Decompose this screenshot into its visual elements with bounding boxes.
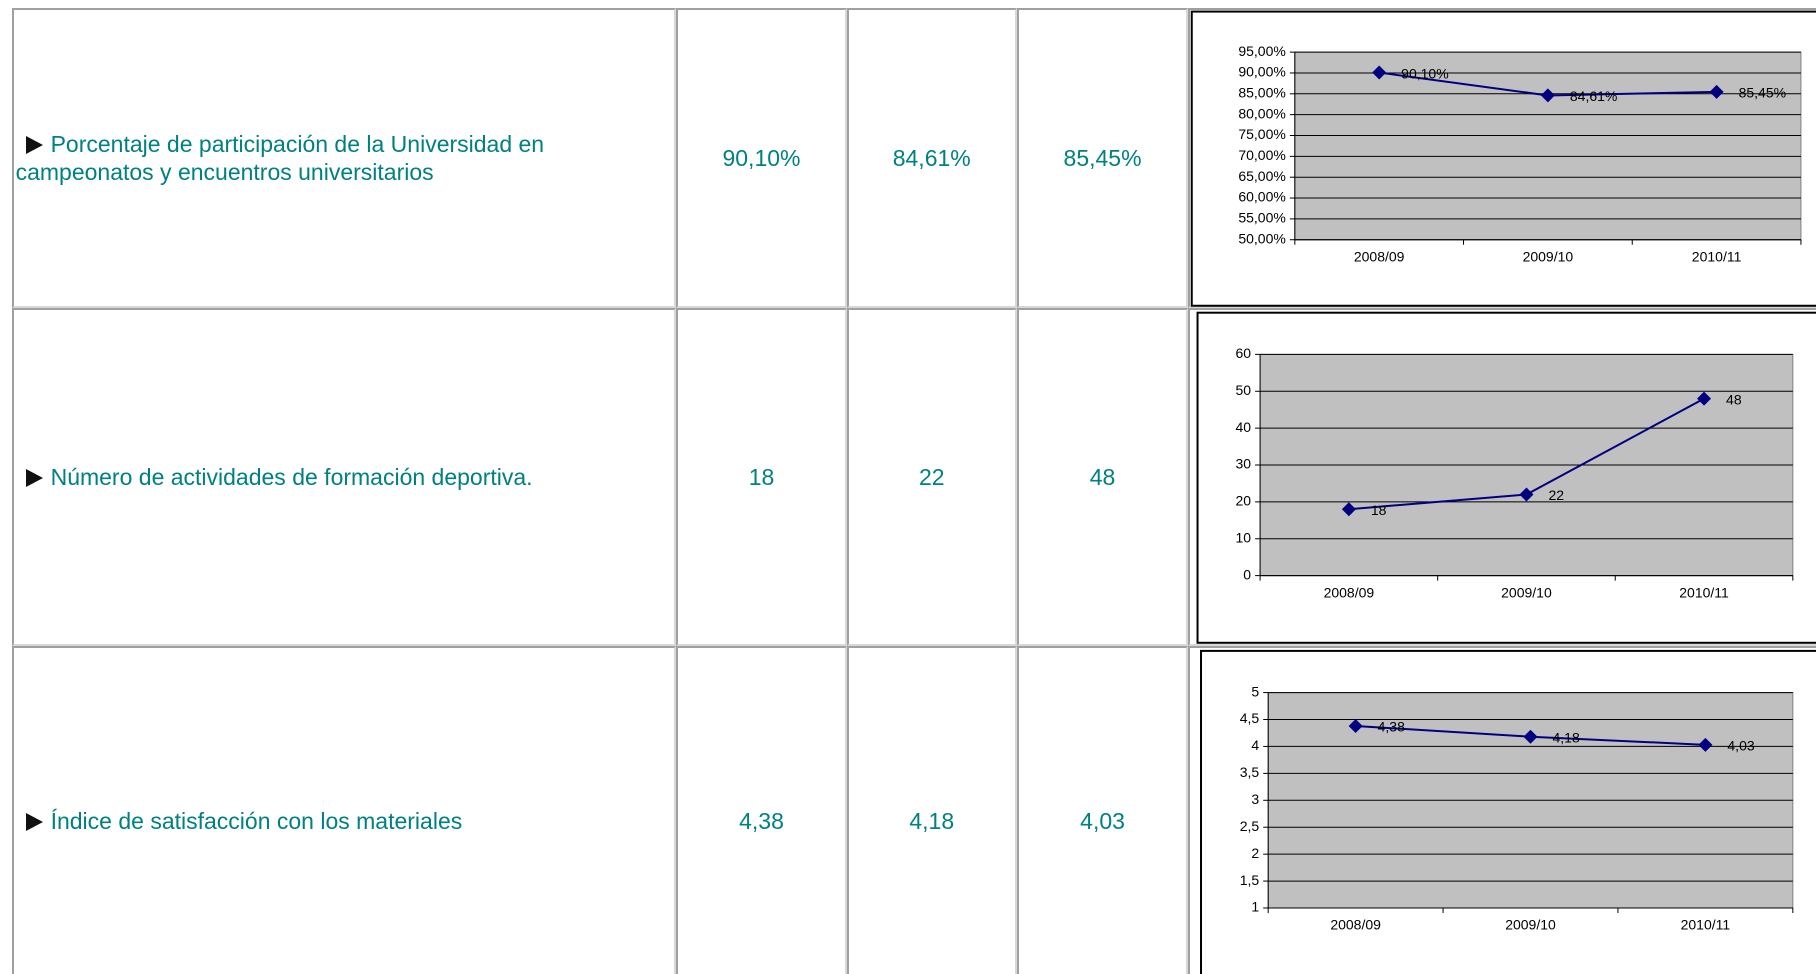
x-tick-label: 2009/10 — [1505, 917, 1556, 933]
data-point — [1372, 65, 1387, 80]
value-cell: 4,18 — [846, 646, 1017, 974]
y-tick-label: 50,00% — [1238, 230, 1285, 246]
y-tick-label: 1 — [1251, 899, 1259, 915]
data-point — [1698, 737, 1713, 752]
value-cell: 22 — [846, 308, 1017, 647]
y-tick-label: 80,00% — [1238, 105, 1285, 121]
value-text: 22 — [918, 463, 945, 490]
data-label: 84,61% — [1570, 88, 1617, 104]
data-point — [1697, 391, 1712, 406]
plot-area — [1294, 51, 1802, 241]
x-tick-label: 2008/09 — [1354, 248, 1405, 264]
y-tick-label: 60 — [1236, 345, 1252, 361]
bullet-icon — [25, 813, 43, 832]
y-tick-label: 5 — [1251, 683, 1259, 699]
value-text: 90,10% — [722, 144, 801, 171]
x-tick-label: 2010/11 — [1681, 917, 1731, 933]
y-tick-label: 40 — [1236, 419, 1252, 435]
x-tick-label: 2010/11 — [1679, 584, 1729, 600]
y-tick-label: 3 — [1251, 791, 1259, 807]
y-tick-label: 3,5 — [1240, 764, 1260, 780]
data-label: 90,10% — [1401, 65, 1448, 81]
value-cell: 85,45% — [1016, 8, 1189, 309]
y-tick-label: 2,5 — [1240, 818, 1260, 834]
y-tick-label: 95,00% — [1238, 43, 1285, 59]
y-tick-label: 10 — [1236, 529, 1252, 545]
data-label: 22 — [1548, 487, 1564, 503]
value-text: 4,03 — [1080, 807, 1125, 834]
data-point — [1341, 502, 1356, 517]
bullet-icon — [25, 136, 43, 155]
y-tick-label: 4,5 — [1240, 710, 1260, 726]
data-label: 85,45% — [1739, 85, 1786, 101]
value-cell: 4,38 — [676, 646, 847, 974]
data-point — [1348, 718, 1363, 733]
value-cell: 90,10% — [676, 8, 847, 309]
x-tick-label: 2008/09 — [1330, 917, 1381, 933]
indicator-cell: Porcentaje de participación de la Univer… — [11, 8, 677, 309]
x-tick-label: 2009/10 — [1501, 584, 1552, 600]
data-label: 4,18 — [1553, 729, 1580, 745]
data-point — [1519, 487, 1534, 502]
chart-cell — [1188, 646, 1816, 974]
y-tick-label: 85,00% — [1238, 85, 1285, 101]
y-tick-label: 55,00% — [1238, 210, 1285, 226]
data-point — [1540, 88, 1555, 103]
chart-cell — [1188, 308, 1816, 647]
x-tick-label: 2008/09 — [1324, 584, 1375, 600]
value-text: 85,45% — [1063, 144, 1142, 171]
x-tick-label: 2009/10 — [1523, 248, 1574, 264]
y-tick-label: 4 — [1251, 737, 1259, 753]
data-point — [1709, 84, 1724, 99]
data-label: 48 — [1726, 391, 1742, 407]
indicator-cell: Número de actividades de formación depor… — [11, 308, 677, 647]
x-tick-label: 2010/11 — [1692, 248, 1742, 264]
data-label: 4,03 — [1727, 738, 1754, 754]
y-tick-label: 30 — [1236, 456, 1252, 472]
indicator-label: Índice de satisfacción con los materiale… — [50, 808, 463, 835]
indicator-text-wrap: Índice de satisfacción con los materiale… — [16, 807, 606, 835]
value-text: 48 — [1089, 463, 1116, 490]
y-tick-label: 50 — [1236, 382, 1252, 398]
value-text: 18 — [748, 463, 775, 490]
y-tick-label: 2 — [1251, 845, 1259, 861]
y-tick-label: 90,00% — [1238, 64, 1285, 80]
y-tick-label: 1,5 — [1240, 872, 1260, 888]
data-label: 4,38 — [1378, 719, 1405, 735]
bullet-icon — [25, 469, 43, 488]
value-cell: 4,03 — [1016, 646, 1189, 974]
y-tick-label: 0 — [1243, 566, 1251, 582]
indicator-label: Número de actividades de formación depor… — [50, 464, 533, 491]
data-point — [1523, 729, 1538, 744]
value-cell: 18 — [676, 308, 847, 647]
y-tick-label: 75,00% — [1238, 126, 1285, 142]
y-tick-label: 20 — [1236, 493, 1252, 509]
value-text: 84,61% — [892, 144, 971, 171]
y-tick-label: 70,00% — [1238, 147, 1285, 163]
data-label: 18 — [1371, 502, 1387, 518]
indicator-text-wrap: Porcentaje de participación de la Univer… — [16, 130, 606, 186]
value-cell: 48 — [1016, 308, 1189, 647]
y-tick-label: 65,00% — [1238, 168, 1285, 184]
indicator-cell: Índice de satisfacción con los materiale… — [11, 646, 677, 974]
indicator-label: Porcentaje de participación de la Univer… — [15, 131, 545, 186]
y-tick-label: 60,00% — [1238, 189, 1285, 205]
indicator-text-wrap: Número de actividades de formación depor… — [16, 463, 606, 491]
value-text: 4,18 — [909, 807, 955, 834]
value-text: 4,38 — [739, 807, 784, 834]
value-cell: 84,61% — [846, 8, 1017, 309]
chart-cell — [1188, 8, 1816, 309]
